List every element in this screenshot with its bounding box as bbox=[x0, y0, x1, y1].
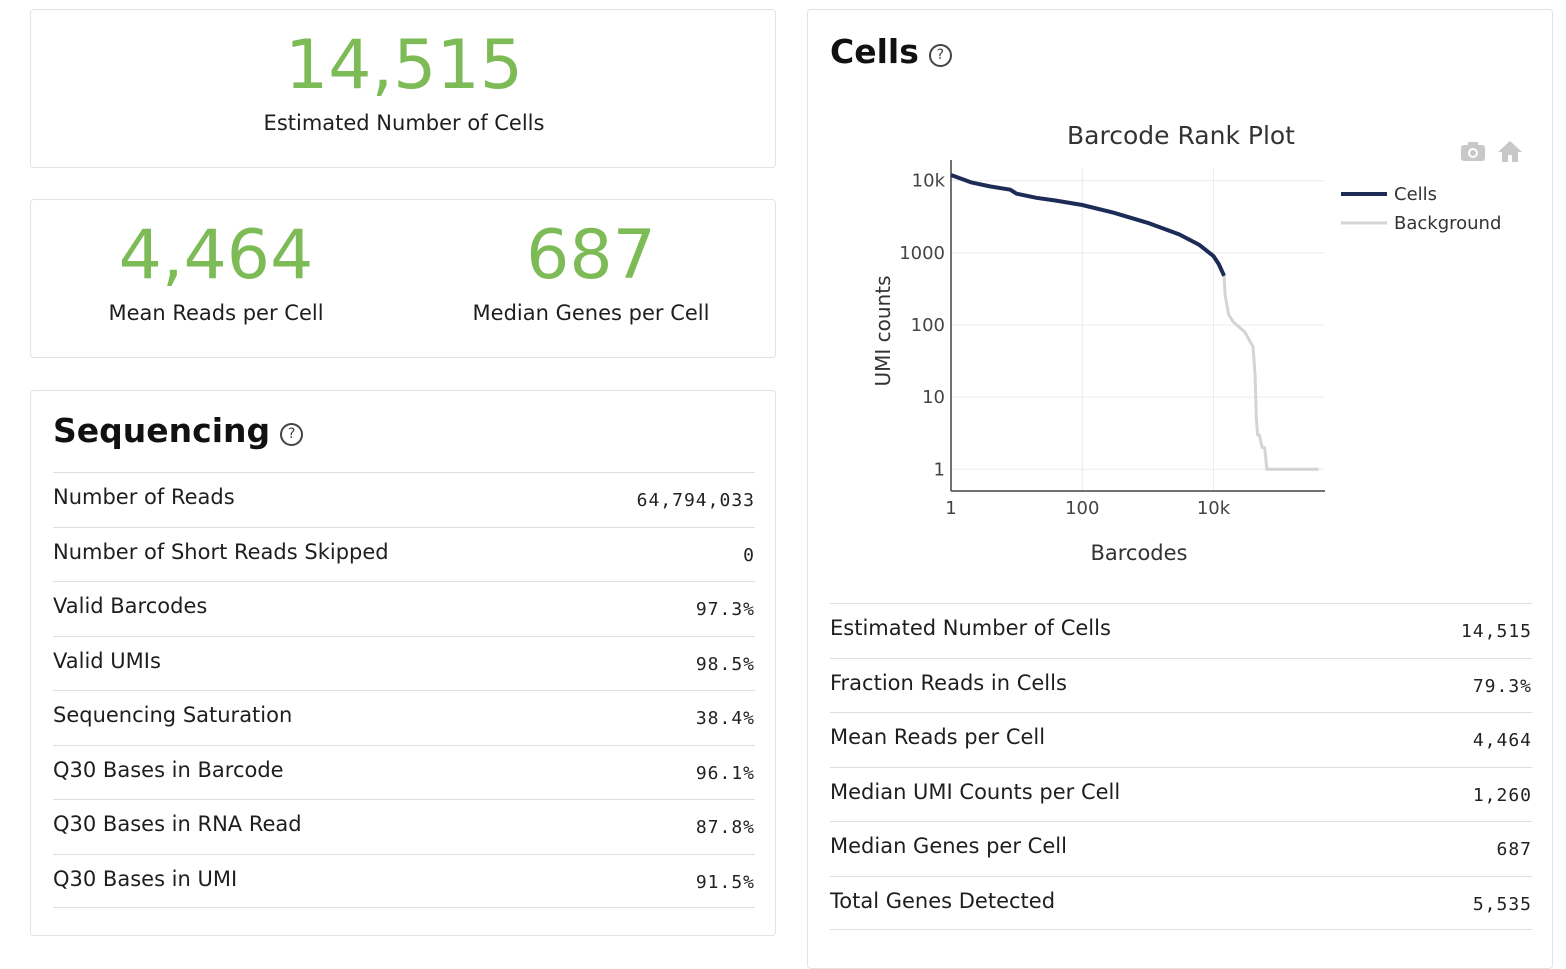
metric-value: 687 bbox=[1496, 839, 1532, 860]
metric-name: Valid UMIs bbox=[53, 648, 161, 673]
table-row: Sequencing Saturation 38.4% bbox=[53, 690, 755, 745]
legend-label: Background bbox=[1394, 213, 1501, 234]
mean-reads-label: Mean Reads per Cell bbox=[108, 301, 324, 325]
help-icon[interactable]: ? bbox=[280, 423, 304, 446]
metric-name: Sequencing Saturation bbox=[53, 703, 293, 727]
metric-name: Q30 Bases in UMI bbox=[53, 866, 238, 891]
sequencing-metrics-table: Number of Reads 64,794,033 Number of Short… bbox=[53, 472, 755, 908]
cells-card: Cells? Barcode Rank Plot 1 100 10k 1 10 100 1… bbox=[807, 9, 1553, 969]
x-axis-label: Barcodes bbox=[1090, 541, 1187, 565]
metric-name: Q30 Bases in Barcode bbox=[53, 757, 284, 782]
sequencing-title-text: Sequencing bbox=[53, 411, 271, 450]
table-row: Number of Short Reads Skipped 0 bbox=[53, 526, 755, 582]
metric-value: 1,260 bbox=[1472, 784, 1532, 806]
home-icon[interactable] bbox=[1498, 141, 1522, 162]
y-axis-label: UMI counts bbox=[871, 276, 895, 387]
metric-value: 91.5% bbox=[695, 871, 755, 893]
y-tick-label: 10k bbox=[912, 171, 946, 192]
metric-value: 5,535 bbox=[1472, 893, 1532, 915]
plot-title: Barcode Rank Plot bbox=[1067, 121, 1295, 150]
help-icon[interactable]: ? bbox=[928, 44, 952, 67]
table-row: Valid UMIs 98.5% bbox=[53, 635, 755, 691]
plot-axes bbox=[950, 160, 1325, 492]
barcode-rank-plot[interactable]: Barcode Rank Plot 1 100 10k 110100100010k … bbox=[808, 110, 1554, 580]
table-row: Number of Reads 64,794,033 bbox=[53, 472, 755, 527]
y-tick-label: 10 bbox=[922, 387, 945, 408]
metric-value: 96.1% bbox=[695, 762, 755, 784]
plot-legend[interactable]: Cells Background bbox=[1341, 184, 1501, 234]
metric-name: Estimated Number of Cells bbox=[830, 616, 1111, 640]
table-row: Q30 Bases in UMI 91.5% bbox=[53, 853, 755, 908]
metric-value: 64,794,033 bbox=[636, 490, 755, 511]
metric-name: Valid Barcodes bbox=[53, 594, 208, 618]
table-row: Total Genes Detected 5,535 bbox=[830, 875, 1532, 930]
metric-value: 97.3% bbox=[695, 599, 755, 620]
y-tick-label: 1 bbox=[934, 459, 945, 480]
mean-reads-value: 4,464 bbox=[118, 216, 314, 295]
x-tick-label: 100 bbox=[1065, 498, 1099, 519]
metric-name: Median Genes per Cell bbox=[830, 834, 1067, 858]
series-line-cells bbox=[950, 173, 1226, 277]
reads-genes-card: 4,464 Mean Reads per Cell 687 Median Gen… bbox=[30, 199, 776, 358]
metric-name: Q30 Bases in RNA Read bbox=[53, 812, 302, 836]
metric-name: Total Genes Detected bbox=[830, 888, 1056, 913]
cells-title-text: Cells bbox=[830, 32, 919, 71]
metric-name: Fraction Reads in Cells bbox=[830, 670, 1067, 695]
y-tick-label: 100 bbox=[911, 315, 945, 336]
plot-series bbox=[950, 173, 1319, 471]
metric-name: Number of Reads bbox=[53, 485, 235, 509]
sequencing-card: Sequencing? Number of Reads 64,794,033 Num… bbox=[30, 390, 776, 936]
metric-name: Median UMI Counts per Cell bbox=[830, 779, 1121, 804]
plot-grid bbox=[951, 168, 1325, 491]
metric-value: 14,515 bbox=[1460, 621, 1532, 642]
table-row: Valid Barcodes 97.3% bbox=[53, 581, 755, 636]
table-row: Q30 Bases in RNA Read 87.8% bbox=[53, 799, 755, 854]
metric-name: Mean Reads per Cell bbox=[830, 725, 1046, 749]
median-genes-label: Median Genes per Cell bbox=[472, 301, 710, 325]
x-tick-label: 10k bbox=[1197, 498, 1231, 519]
series-line-background bbox=[1222, 275, 1319, 471]
x-tick-label: 1 bbox=[945, 498, 956, 519]
estimated-cells-card: 14,515 Estimated Number of Cells bbox=[30, 9, 776, 168]
y-tick-label: 1000 bbox=[899, 243, 945, 264]
metric-value: 0 bbox=[743, 544, 755, 566]
table-row: Mean Reads per Cell 4,464 bbox=[830, 712, 1532, 767]
table-row: Estimated Number of Cells 14,515 bbox=[830, 603, 1532, 658]
cells-title: Cells? bbox=[830, 32, 952, 71]
metric-name: Number of Short Reads Skipped bbox=[53, 539, 389, 564]
table-row: Median UMI Counts per Cell 1,260 bbox=[830, 766, 1532, 822]
cells-metrics-table: Estimated Number of Cells 14,515 Fraction … bbox=[830, 603, 1532, 930]
y-tick-labels: 1 10 100 1000 10k bbox=[899, 171, 945, 481]
table-row: Q30 Bases in Barcode 96.1% bbox=[53, 744, 755, 800]
metric-value: 98.5% bbox=[695, 653, 755, 675]
metric-value: 38.4% bbox=[695, 708, 755, 729]
table-row: Fraction Reads in Cells 79.3% bbox=[830, 657, 1532, 713]
camera-icon[interactable] bbox=[1461, 142, 1485, 161]
metric-value: 4,464 bbox=[1472, 730, 1532, 751]
table-row: Median Genes per Cell 687 bbox=[830, 821, 1532, 876]
median-genes-value: 687 bbox=[526, 216, 656, 295]
x-tick-labels: 1 100 10k bbox=[945, 498, 1230, 519]
sequencing-title: Sequencing? bbox=[53, 411, 304, 450]
metric-value: 87.8% bbox=[695, 817, 755, 838]
estimated-cells-value: 14,515 bbox=[285, 26, 523, 105]
estimated-cells-label: Estimated Number of Cells bbox=[263, 111, 545, 135]
metric-value: 79.3% bbox=[1472, 675, 1532, 697]
legend-label: Cells bbox=[1394, 184, 1437, 205]
